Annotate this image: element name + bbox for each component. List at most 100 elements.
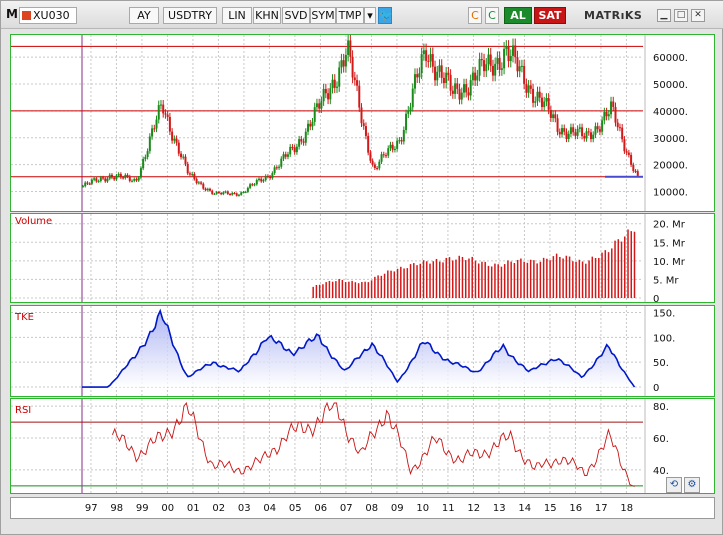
candle-body [554,114,557,119]
candle-body [578,127,581,129]
candle-body [545,97,548,102]
volume-bar [494,263,496,298]
volume-label: Volume [15,216,53,227]
matriks-logo: MATRıKS [584,9,643,22]
volume-bar [432,261,435,298]
volume-bar [426,261,428,298]
volume-bar [318,284,321,298]
candle-body [113,177,116,180]
candle-body [342,60,345,67]
candle-body [436,71,439,81]
candle-body [610,101,613,115]
tke-panel[interactable]: TKE 150. 100. 50. 0 [10,305,715,397]
orange-c-icon[interactable]: C [468,7,482,24]
candle-body [516,57,519,72]
volume-bar [400,266,402,298]
candle-body [409,107,412,111]
candle-body [476,75,479,81]
tmp-button[interactable]: TMP [336,7,364,24]
candle-body [249,184,252,188]
volume-bar [341,279,344,298]
candle-body [95,178,98,182]
volume-bar [312,286,314,298]
candle-body [146,151,149,158]
minimize-icon[interactable]: ▁ [657,9,671,22]
close-icon[interactable]: ✕ [691,9,705,22]
candle-body [315,103,318,108]
toolbar: M XU030 AY USDTRY LIN KHN SVD SYM TMP ▾ … [1,1,723,29]
candle-body [159,104,162,106]
volume-bar [578,259,581,298]
template-dropdown-icon[interactable]: ▾ [364,7,376,24]
refresh-icon[interactable]: ⟲ [666,477,682,493]
twitter-icon[interactable]: 🐦 [378,7,393,24]
volume-bar [633,231,636,298]
tke-tick-label: 100. [653,333,675,344]
candle-body [485,64,488,72]
year-tick-label: 06 [314,503,328,514]
candle-body [229,193,232,195]
volume-bar [630,231,633,298]
candle-body [313,107,316,122]
volume-bar [429,263,431,298]
green-c-icon[interactable]: C [485,7,499,24]
year-tick-label: 12 [467,503,481,514]
chart-nav: ⟲ ⚙ [666,477,702,493]
candle-body [289,146,292,155]
year-tick-label: 98 [110,503,124,514]
candle-body [462,84,465,93]
scale-button[interactable]: LIN [222,7,252,24]
volume-bar [617,239,620,298]
candle-body [405,113,408,131]
candle-body [449,74,452,91]
tke-area [82,310,637,388]
candle-body [636,171,639,176]
candle-body [603,112,606,121]
maximize-icon[interactable]: □ [674,9,688,22]
candle-body [204,188,207,191]
volume-bar [510,261,512,298]
period-button[interactable]: AY [129,7,159,24]
candle-body [126,174,129,177]
volume-bar [536,263,538,298]
volume-bar [338,278,340,298]
volume-bar [562,258,564,298]
rsi-tick-label: 40. [653,466,669,477]
time-axis: 97 98 99 00 01 02 03 04 05 06 07 08 09 10 11 12 13 14 15 16… [10,497,715,519]
candle-body [142,159,145,169]
menu-button[interactable]: M [6,7,18,21]
candle-body [458,88,461,100]
svd-button[interactable]: SVD [282,7,310,24]
rsi-panel[interactable]: RSI 80. 60. 40. [10,398,715,494]
price-panel[interactable]: 60000. 50000. 40000. 30000. 20000. 10000. [10,33,715,212]
candle-body [556,118,559,132]
candle-body [500,68,503,70]
symbol-selector[interactable]: XU030 [19,7,77,24]
candle-body [347,40,350,55]
candle-body [427,60,430,62]
volume-bar [464,260,467,298]
sell-button[interactable]: SAT [534,7,566,24]
candle-body [286,154,289,157]
volume-panel[interactable]: Volume 20. Mr 15. Mr 10. Mr 5. Mr 0 [10,213,715,305]
candle-body [327,93,330,100]
khn-button[interactable]: KHN [253,7,281,24]
rsi-line [112,401,635,487]
candle-body [135,179,138,181]
price-tick-label: 30000. [653,134,688,145]
candle-body [262,180,265,182]
candle-body [422,50,425,55]
currency-button[interactable]: USDTRY [163,7,217,24]
rsi-chart: 80. 60. 40. [11,399,669,493]
candle-body [266,175,269,177]
volume-bar [620,241,623,298]
candle-body [536,91,539,102]
candle-body [376,167,379,169]
candle-body [353,77,356,81]
settings-icon[interactable]: ⚙ [684,477,700,493]
volume-bar [526,262,529,298]
buy-button[interactable]: AL [504,7,532,24]
sym-button[interactable]: SYM [310,7,336,24]
volume-bar [390,270,392,298]
candle-body [607,114,610,117]
